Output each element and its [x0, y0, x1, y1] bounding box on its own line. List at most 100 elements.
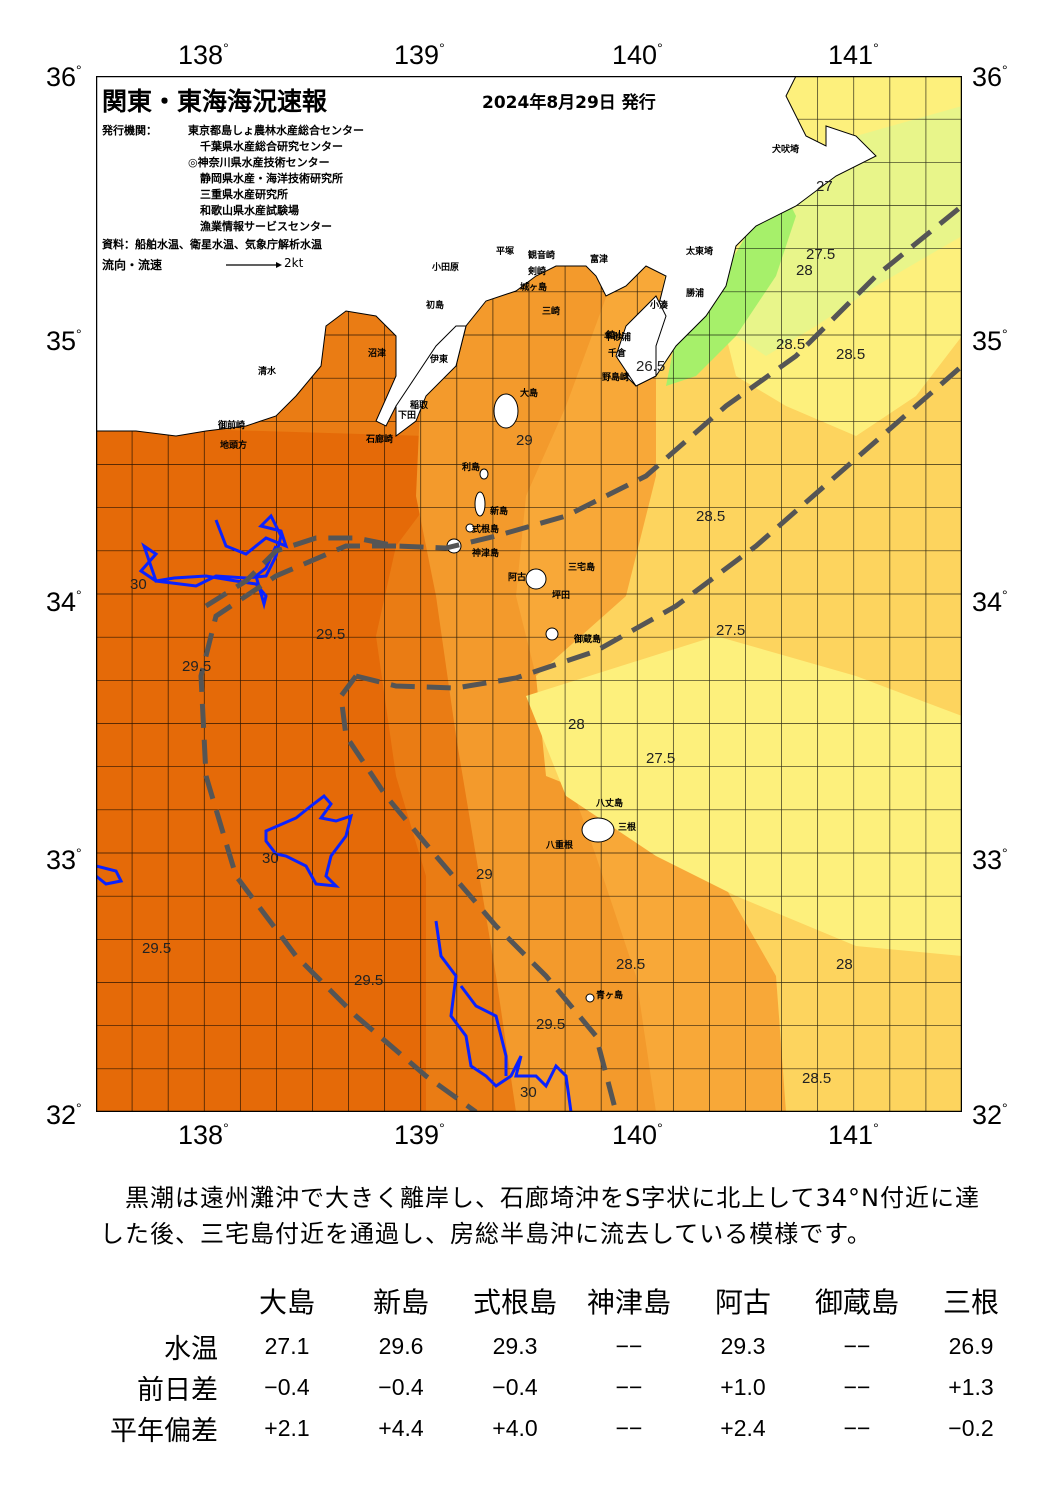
map-title: 関東・東海海況速報: [102, 87, 328, 116]
isotherm-30-central: [264, 793, 354, 888]
sst-zone-27-27.5-south: [526, 636, 962, 956]
place-nojimazaki: 野島崎: [602, 373, 630, 383]
lon-label-bottom-141: 141°: [828, 1120, 879, 1150]
table-cell: 29.3: [720, 1333, 766, 1359]
place-tsurugizaki: 剣崎: [528, 267, 547, 277]
place-numazu: 沼津: [368, 349, 387, 359]
isotherm-label: 28: [836, 956, 853, 973]
isotherm-label: 28: [796, 262, 813, 279]
lon-label-bottom-138: 138°: [178, 1120, 229, 1150]
kuroshio-axis-loop: [198, 543, 478, 1112]
isotherm-label: 27.5: [716, 622, 746, 639]
isotherm-30-west-edge: [96, 864, 124, 886]
place-ako: 阿古: [508, 573, 527, 583]
table-cell: 26.9: [948, 1333, 994, 1359]
isotherm-label: 28.5: [802, 1070, 832, 1087]
place-aogashima: 青ヶ島: [596, 991, 624, 1001]
isotherm-label: 28.5: [616, 956, 646, 973]
island-miyakejima: [525, 568, 547, 590]
place-mikurajima: 御蔵島: [574, 635, 602, 645]
issuer-4: 静岡県水産・海洋技術研究所: [200, 172, 343, 185]
isotherm-label: 30: [130, 576, 147, 593]
place-shimizu: 清水: [258, 367, 277, 377]
isotherm-label: 29: [516, 432, 533, 449]
row-label-normal-anomaly: 平年偏差: [110, 1416, 218, 1447]
issuer-2: 千葉県水産総合研究センター: [200, 140, 343, 153]
isotherm-label: 27: [816, 178, 833, 195]
table-cell: −−: [615, 1333, 643, 1359]
map-border: [96, 76, 962, 1112]
column-header: 三根: [942, 1286, 999, 1319]
island-oshima: [493, 393, 519, 429]
table-cell: 29.6: [378, 1333, 424, 1359]
table-cell: −−: [615, 1415, 643, 1441]
table-header-row: 大島 新島 式根島 神津島 阿古 御蔵島 三根: [88, 1276, 1028, 1326]
table-cell: 29.3: [492, 1333, 538, 1359]
isotherm-label: 30: [262, 850, 279, 867]
issuer-6: 和歌山県水産試験場: [200, 204, 299, 217]
table-cell: +1.0: [720, 1374, 766, 1400]
column-header: 式根島: [472, 1286, 557, 1319]
flow-scale-value: 2kt: [284, 256, 304, 270]
lon-label-bottom-140: 140°: [612, 1120, 663, 1150]
lon-label-top-141: 141°: [828, 40, 879, 70]
place-toshima: 利島: [462, 463, 481, 473]
kuroshio-axis-branch: [338, 674, 619, 1112]
lon-label-top-139: 139°: [394, 40, 445, 70]
isotherm-label: 28.5: [776, 336, 806, 353]
table-cell: −−: [615, 1374, 643, 1400]
lat-label-left-32: 32°: [46, 1100, 82, 1130]
place-oshima: 大島: [520, 389, 539, 399]
issuer-3: ◎神奈川県水産技術センター: [188, 156, 330, 169]
isotherm-30-lines: [96, 513, 573, 1112]
table-cell: +4.4: [378, 1415, 424, 1441]
place-taitozaki: 太東埼: [686, 247, 714, 257]
sst-map-canvas: [96, 76, 962, 1112]
lat-label-right-33: 33°: [972, 845, 1008, 875]
isotherm-label: 29.5: [142, 940, 172, 957]
flow-scale-arrow: [226, 262, 282, 268]
table-cell: −−: [843, 1415, 871, 1441]
table-cell: +1.3: [948, 1374, 994, 1400]
table-cell: −0.4: [492, 1374, 538, 1400]
isotherm-label: 29.5: [354, 972, 384, 989]
place-heisaura: 平砂浦: [604, 333, 632, 343]
land-izu-peninsula: [395, 325, 467, 437]
place-mitsune: 三根: [618, 823, 637, 833]
table-cell: +2.1: [264, 1415, 310, 1441]
lat-label-right-36: 36°: [972, 62, 1008, 92]
island-shikinejima: [465, 523, 475, 533]
issuer-7: 漁業情報サービスセンター: [200, 220, 332, 233]
isotherm-30-west: [138, 513, 289, 610]
table-row: 水温 27.1 29.6 29.3 −− 29.3 −− 26.9: [88, 1326, 1028, 1367]
place-katsuura: 勝浦: [686, 289, 705, 299]
data-sources: 資料：船舶水温、衛星水温、気象庁解析水温: [102, 238, 322, 251]
row-label-daily-diff: 前日差: [137, 1375, 218, 1406]
place-tateyama: 館山: [606, 331, 625, 341]
column-header: 阿古: [714, 1286, 771, 1319]
isotherm-30-south-b: [459, 985, 508, 1076]
lat-label-right-34: 34°: [972, 587, 1008, 617]
sst-zone-26-27: [736, 106, 962, 356]
place-yaene: 八重根: [546, 841, 574, 851]
place-odawara: 小田原: [432, 263, 460, 273]
table-cell: −0.4: [264, 1374, 310, 1400]
isotherm-label: 29.5: [316, 626, 346, 643]
place-chikura: 千倉: [608, 349, 627, 359]
table-row: 前日差 −0.4 −0.4 −0.4 −− +1.0 −− +1.3: [88, 1367, 1028, 1408]
kuroshio-summary: 黒潮は遠州灘沖で大きく離岸し、石廊埼沖をS字状に北上して34°N付近に達した後、…: [100, 1184, 981, 1248]
place-shikinejima: 式根島: [472, 525, 500, 535]
place-tsubota: 坪田: [552, 591, 571, 601]
lon-label-bottom-139: 139°: [394, 1120, 445, 1150]
table-cell: −0.2: [948, 1415, 994, 1441]
place-futtsu: 富津: [590, 255, 609, 265]
column-header: 大島: [258, 1286, 315, 1319]
table-cell: −0.4: [378, 1374, 424, 1400]
place-misaki: 三崎: [542, 307, 561, 317]
column-header: 新島: [372, 1286, 429, 1319]
column-header: 神津島: [586, 1286, 671, 1319]
lat-label-right-32: 32°: [972, 1100, 1008, 1130]
lat-label-left-36: 36°: [46, 62, 82, 92]
column-header: 御蔵島: [814, 1286, 899, 1319]
isotherm-label: 27.5: [806, 246, 836, 263]
